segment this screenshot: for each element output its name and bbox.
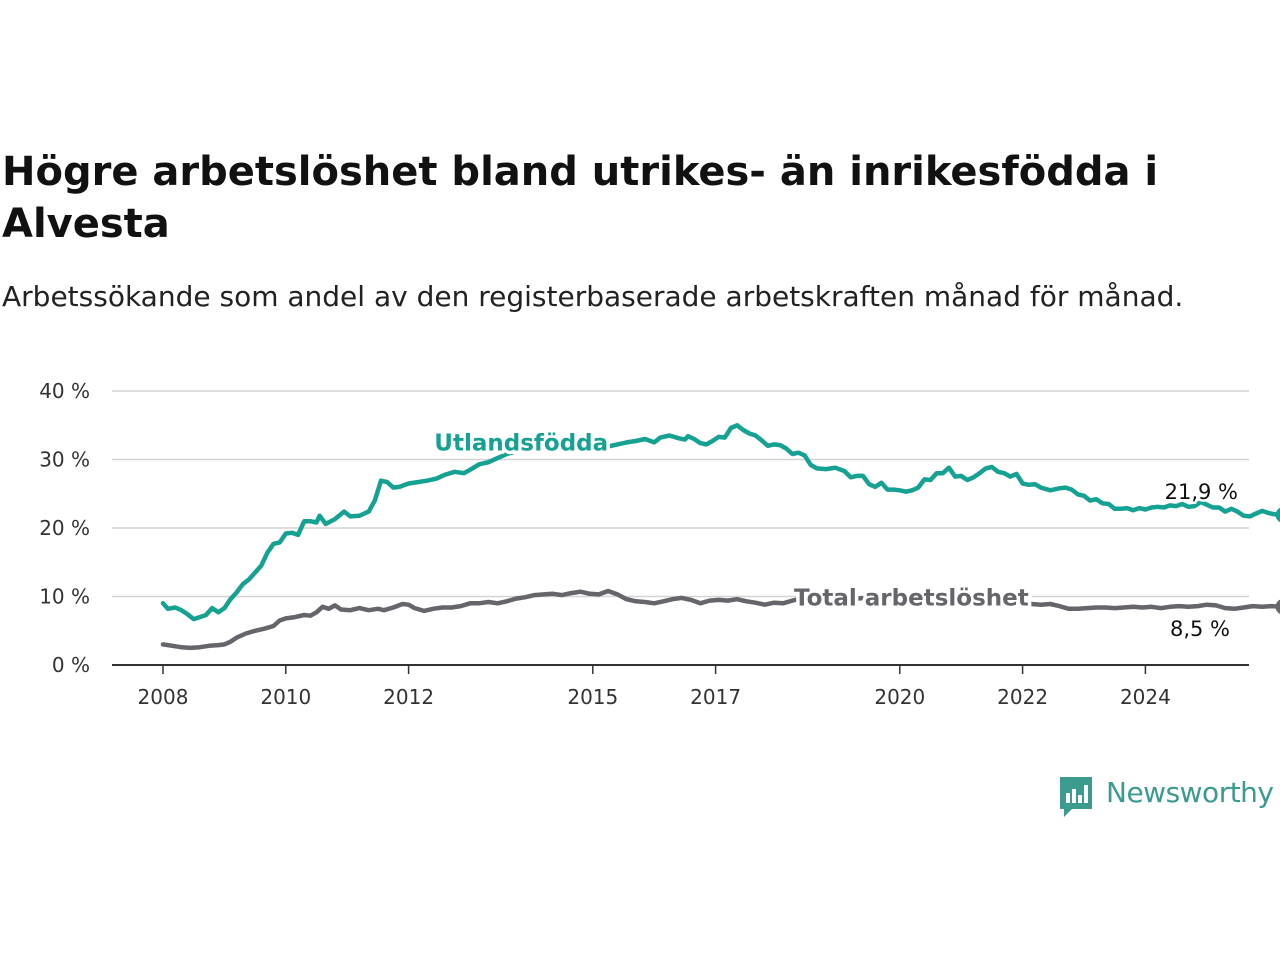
newsworthy-logo: Newsworthy — [1058, 773, 1280, 821]
end-point-utlandsfodda — [1275, 507, 1280, 523]
chart-subtitle: Arbetssökande som andel av den registerb… — [2, 280, 1184, 313]
brand-name: Newsworthy — [1106, 776, 1274, 809]
y-tick-label: 20 % — [39, 516, 90, 540]
series-line-utlandsfodda — [160, 423, 1280, 622]
y-axis-labels: 0 % 10 % 20 % 30 % 40 % — [39, 379, 90, 677]
newsworthy-logo-icon — [1060, 777, 1092, 817]
end-point-total — [1275, 599, 1280, 614]
x-tick-label: 2017 — [690, 685, 741, 709]
series-line-total — [160, 588, 1280, 651]
end-label-total: 8,5 % — [1170, 617, 1230, 641]
x-tick-label: 2024 — [1120, 685, 1171, 709]
line-chart: 0 % 10 % 20 % 30 % 40 % 2008 2010 2012 2015 2017… — [39, 379, 1280, 709]
x-tick-label: 2020 — [874, 685, 925, 709]
x-tick-label: 2008 — [138, 685, 189, 709]
x-tick-label: 2022 — [997, 685, 1048, 709]
y-tick-label: 10 % — [39, 585, 90, 609]
chart-title: Högre arbetslöshet bland utrikes- än inr… — [2, 149, 1159, 247]
x-tick-label: 2015 — [567, 685, 618, 709]
end-label-utlandsfodda: 21,9 % — [1165, 480, 1238, 504]
y-tick-label: 40 % — [39, 379, 90, 403]
x-axis-labels: 2008 2010 2012 2015 2017 2020 2022 2024 — [138, 665, 1171, 709]
y-tick-label: 30 % — [39, 448, 90, 472]
series-label-total: Total arbetslöshet — [794, 585, 1029, 611]
series-lines — [160, 423, 1280, 651]
y-tick-label: 0 % — [52, 653, 90, 677]
x-tick-label: 2012 — [383, 685, 434, 709]
series-labels: Utlandsfödda Total arbetslöshet 21,9 % 8,5 … — [431, 427, 1241, 643]
x-tick-label: 2010 — [260, 685, 311, 709]
series-label-utlandsfodda: Utlandsfödda — [434, 431, 608, 457]
